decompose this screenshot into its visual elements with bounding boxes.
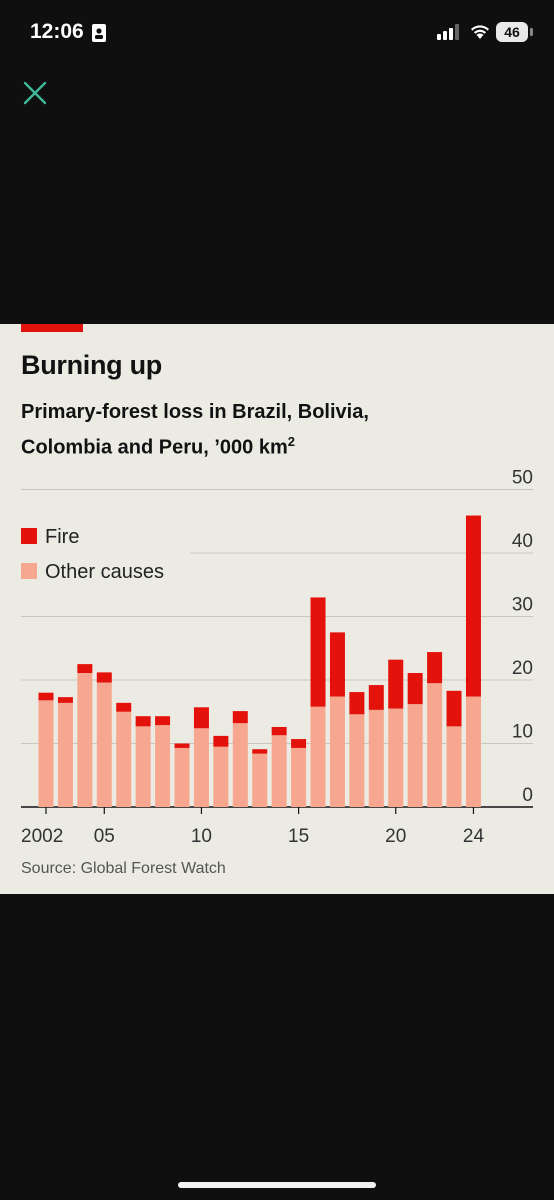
bar-other-2014 <box>271 735 287 807</box>
bar-fire-2014 <box>271 726 287 736</box>
bar-fire-2012 <box>232 711 248 724</box>
bar-other-2015 <box>291 747 307 807</box>
legend-swatch-other-causes <box>21 563 37 579</box>
x-tick-label-2010: 10 <box>191 826 212 847</box>
y-tick-label-40: 40 <box>512 531 533 552</box>
bar-other-2006 <box>116 711 132 807</box>
x-tick-label-2015: 15 <box>288 826 309 847</box>
status-bar: 12:06 46 <box>0 0 554 70</box>
bar-other-2010 <box>193 728 209 807</box>
bar-other-2024 <box>465 696 481 807</box>
bar-other-2016 <box>310 706 326 807</box>
bar-fire-2020 <box>388 659 404 709</box>
bar-fire-2005 <box>96 672 112 683</box>
bar-other-2011 <box>213 746 229 807</box>
x-tick-label-2024: 24 <box>463 826 485 847</box>
chart-subtitle: Primary-forest loss in Brazil, Bolivia, … <box>21 397 441 463</box>
bar-fire-2022 <box>427 652 443 684</box>
bar-fire-2007 <box>135 716 151 727</box>
bar-other-2005 <box>96 682 112 807</box>
bar-fire-2019 <box>368 685 384 710</box>
x-tick-label-2020: 20 <box>385 826 406 847</box>
y-tick-label-30: 30 <box>512 595 533 616</box>
bar-fire-2006 <box>116 702 132 712</box>
bar-other-2021 <box>407 704 423 807</box>
legend-swatch-fire <box>21 528 37 544</box>
bar-other-2018 <box>349 714 365 807</box>
status-time: 12:06 <box>30 20 84 43</box>
wifi-icon <box>471 25 489 39</box>
x-tick-label-2002: 2002 <box>21 826 63 847</box>
bar-fire-2015 <box>291 739 307 748</box>
signal-icon <box>437 24 459 40</box>
bar-fire-2009 <box>174 743 190 748</box>
x-tick-label-2005: 05 <box>94 826 115 847</box>
bar-other-2008 <box>155 725 171 807</box>
bar-fire-2003 <box>57 697 73 703</box>
bar-fire-2024 <box>465 515 481 697</box>
bar-other-2002 <box>38 700 54 807</box>
bar-other-2020 <box>388 708 404 807</box>
legend-label-other-causes: Other causes <box>45 561 164 583</box>
bar-other-2009 <box>174 747 190 807</box>
home-indicator[interactable] <box>178 1182 376 1188</box>
accent-bar <box>21 324 83 332</box>
y-tick-label-20: 20 <box>512 658 533 679</box>
close-icon[interactable] <box>21 79 49 107</box>
chart-plot: 0 10 20 30 40 50 2002 05 10 15 20 24 Fire Other cause… <box>21 468 533 847</box>
bar-fire-2002 <box>38 692 54 701</box>
y-tick-label-0: 0 <box>522 785 533 806</box>
chart-source: Source: Global Forest Watch <box>21 860 226 877</box>
bar-fire-2018 <box>349 692 365 715</box>
battery-icon: 46 <box>496 22 528 42</box>
bar-other-2003 <box>57 702 73 807</box>
bar-other-2013 <box>252 753 268 807</box>
bar-other-2012 <box>232 723 248 807</box>
bar-fire-2021 <box>407 673 423 705</box>
bar-other-2007 <box>135 726 151 807</box>
subtitle-superscript: 2 <box>287 434 295 449</box>
bar-other-2004 <box>77 673 93 807</box>
bar-fire-2008 <box>155 716 171 726</box>
legend-label-fire: Fire <box>45 526 79 548</box>
bar-fire-2013 <box>252 749 268 754</box>
chart-title: Burning up <box>21 350 162 380</box>
bar-other-2017 <box>329 696 345 807</box>
subtitle-line-2: Colombia and Peru, ’000 km <box>21 436 288 459</box>
y-tick-label-50: 50 <box>512 468 533 489</box>
bar-fire-2011 <box>213 735 229 747</box>
y-tick-label-10: 10 <box>512 722 533 743</box>
chart-card: Burning up Primary-forest loss in Brazil… <box>0 324 554 894</box>
bar-fire-2016 <box>310 597 326 707</box>
battery-nub <box>530 28 533 36</box>
id-card-icon <box>92 24 106 42</box>
bar-fire-2010 <box>193 707 209 729</box>
bar-other-2019 <box>368 709 384 807</box>
battery-level: 46 <box>504 24 520 40</box>
subtitle-line-1: Primary-forest loss in Brazil, Bolivia, <box>21 401 369 423</box>
bar-other-2023 <box>446 726 462 807</box>
bar-fire-2017 <box>329 632 345 697</box>
bar-fire-2023 <box>446 690 462 727</box>
bar-fire-2004 <box>77 664 93 674</box>
bar-other-2022 <box>427 683 443 807</box>
